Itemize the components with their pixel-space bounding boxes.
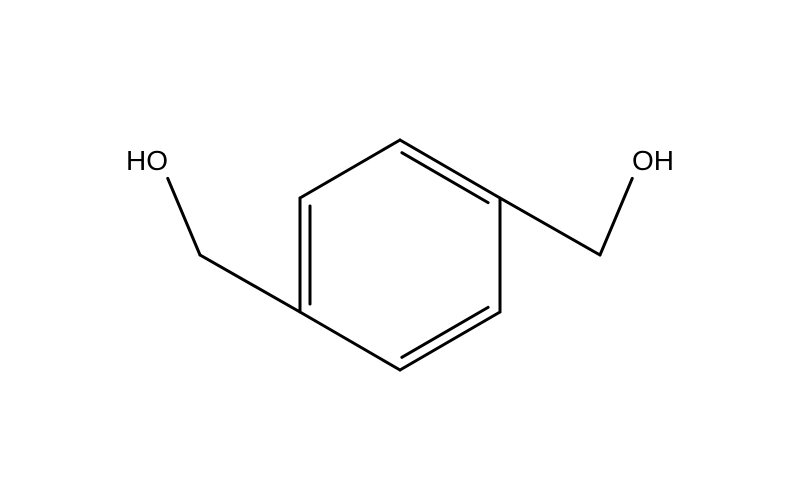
bond xyxy=(200,255,300,312)
diagram-stage: OH HO xyxy=(0,0,800,500)
bond xyxy=(300,312,400,370)
bond xyxy=(402,307,488,357)
bond xyxy=(500,198,600,255)
bond xyxy=(402,153,488,203)
chemical-structure-svg: OH HO xyxy=(0,0,800,500)
bond xyxy=(600,178,632,255)
atom-label: OH xyxy=(632,145,674,176)
bond xyxy=(400,140,500,198)
bond xyxy=(300,140,400,198)
bond xyxy=(168,178,200,255)
bond xyxy=(400,312,500,370)
atom-label: HO xyxy=(126,145,168,176)
